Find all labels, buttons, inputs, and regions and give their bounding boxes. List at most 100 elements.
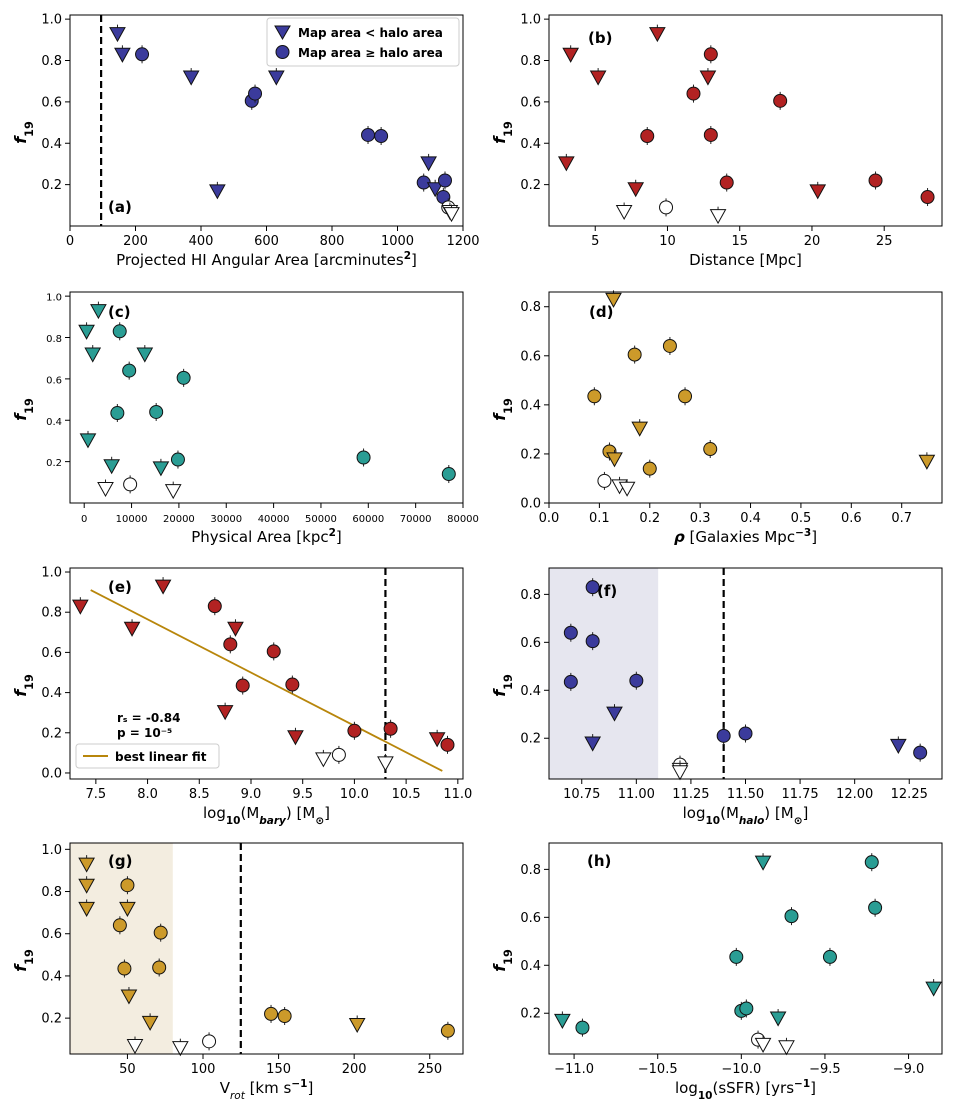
data-point-circle bbox=[235, 678, 250, 693]
x-axis-label: Projected HI Angular Area [arcminutes2] bbox=[116, 250, 417, 269]
stat-annotation: p = 10⁻⁵ bbox=[117, 726, 172, 740]
x-tick-label: 600 bbox=[254, 234, 279, 249]
y-tick-label: 0.4 bbox=[41, 137, 62, 152]
data-point-triangle bbox=[152, 461, 170, 477]
y-axis-label: f19 bbox=[11, 674, 36, 697]
data-point-triangle bbox=[109, 27, 126, 43]
data-point-triangle bbox=[889, 738, 907, 754]
data-point-circle bbox=[659, 200, 674, 215]
plot-frame bbox=[548, 842, 943, 1055]
y-axis-label: f19 bbox=[11, 949, 36, 972]
data-point-circle bbox=[356, 450, 371, 465]
x-axis-label: Vrot [km s−1] bbox=[220, 1078, 314, 1102]
data-point-circle bbox=[112, 324, 127, 339]
data-point-circle bbox=[110, 406, 125, 421]
data-point-triangle bbox=[114, 47, 131, 63]
data-point-triangle bbox=[103, 459, 121, 475]
data-point-triangle bbox=[377, 756, 394, 772]
x-axis-label: ρ [Galaxies Mpc−3] bbox=[674, 527, 817, 546]
y-tick-label: 0.8 bbox=[520, 300, 541, 315]
panel-h: −11.0 −10.5 −10.0 −9.5 −9.0 0.2 0.4 0.6 0.8 (h) lo… bbox=[490, 842, 943, 1102]
panel-f: 10.75 11.00 11.25 11.50 11.75 12.00 12.25 0.2 0.… bbox=[490, 567, 943, 827]
data-point-circle bbox=[627, 347, 642, 362]
panel-a: 0 200 400 600 800 1000 1200 0.2 0.4 0.6 0.8 1.0 (a) P… bbox=[11, 13, 480, 269]
data-point-circle bbox=[347, 723, 362, 738]
data-point-triangle bbox=[78, 878, 95, 894]
data-point-circle bbox=[703, 127, 718, 142]
data-point-triangle bbox=[287, 730, 304, 746]
plot-frame bbox=[69, 14, 464, 227]
data-point-triangle bbox=[562, 47, 580, 63]
data-point-triangle bbox=[649, 27, 666, 43]
data-point-triangle bbox=[136, 347, 154, 363]
data-point-circle bbox=[642, 461, 657, 476]
x-tick-label: −10.0 bbox=[721, 1062, 761, 1077]
y-tick-label: 0.4 bbox=[520, 398, 541, 413]
data-point-circle bbox=[703, 442, 718, 457]
y-axis-label: f19 bbox=[11, 398, 36, 421]
y-tick-label: 0.4 bbox=[520, 684, 541, 699]
data-point-circle bbox=[587, 389, 602, 404]
y-tick-label: 1.0 bbox=[41, 843, 62, 858]
x-tick-label: 8.5 bbox=[189, 787, 210, 802]
data-point-triangle bbox=[671, 765, 689, 781]
x-tick-label: 0 bbox=[66, 234, 74, 249]
data-point-circle bbox=[264, 1006, 279, 1021]
data-point-circle bbox=[202, 1034, 217, 1049]
data-point-triangle bbox=[97, 482, 114, 498]
plot-frame bbox=[69, 291, 464, 504]
x-tick-label: 30000 bbox=[210, 514, 242, 525]
data-point-triangle bbox=[754, 1037, 772, 1053]
plot-frame bbox=[69, 842, 464, 1055]
data-point-circle bbox=[440, 737, 455, 752]
data-point-triangle bbox=[428, 732, 446, 748]
x-tick-label: 11.0 bbox=[443, 787, 472, 802]
shaded-region bbox=[70, 843, 173, 1054]
data-point-circle bbox=[597, 473, 612, 488]
data-point-circle bbox=[122, 363, 137, 378]
data-point-triangle bbox=[123, 621, 141, 637]
data-point-circle bbox=[563, 625, 578, 640]
legend-marker-triangle bbox=[274, 25, 291, 41]
data-point-circle bbox=[170, 452, 185, 467]
data-point-triangle bbox=[90, 304, 107, 320]
x-tick-label: −11.0 bbox=[554, 1062, 594, 1077]
data-point-circle bbox=[223, 637, 238, 652]
x-tick-label: 150 bbox=[266, 1062, 291, 1077]
panel-tag: (b) bbox=[588, 29, 612, 47]
data-point-triangle bbox=[606, 452, 623, 468]
y-tick-label: 0.0 bbox=[41, 766, 62, 781]
data-point-circle bbox=[248, 86, 263, 101]
data-point-triangle bbox=[164, 484, 182, 500]
fit-legend-label: best linear fit bbox=[115, 750, 207, 764]
data-point-triangle bbox=[699, 70, 717, 86]
y-tick-label: 0.2 bbox=[41, 1012, 62, 1027]
data-point-triangle bbox=[769, 1011, 787, 1027]
x-tick-label: 70000 bbox=[400, 514, 432, 525]
x-tick-label: 0.0 bbox=[539, 511, 560, 526]
data-point-circle bbox=[112, 918, 127, 933]
data-point-triangle bbox=[348, 1017, 366, 1033]
data-point-triangle bbox=[631, 421, 649, 437]
x-tick-label: 1200 bbox=[446, 234, 479, 249]
x-tick-label: 12.25 bbox=[891, 787, 928, 802]
data-point-circle bbox=[738, 726, 753, 741]
data-point-triangle bbox=[918, 454, 936, 470]
data-point-circle bbox=[662, 338, 677, 353]
y-tick-label: 0.2 bbox=[520, 1007, 541, 1022]
panel-tag: (f) bbox=[597, 582, 617, 600]
x-axis-label: log10(Mbary) [M⊙] bbox=[203, 804, 330, 827]
y-tick-label: 0.8 bbox=[46, 334, 62, 345]
data-point-triangle bbox=[554, 1013, 571, 1029]
shaded-region bbox=[549, 568, 659, 779]
x-tick-label: 9.0 bbox=[241, 787, 262, 802]
x-tick-label: 15 bbox=[731, 234, 748, 249]
data-point-circle bbox=[719, 175, 734, 190]
y-tick-label: 0.4 bbox=[520, 137, 541, 152]
data-point-circle bbox=[739, 1001, 754, 1016]
legend-label: Map area ≥ halo area bbox=[298, 46, 443, 60]
x-tick-label: 12.00 bbox=[836, 787, 873, 802]
x-tick-label: 10000 bbox=[116, 514, 148, 525]
y-tick-label: 0.4 bbox=[46, 417, 62, 428]
x-tick-label: 11.25 bbox=[672, 787, 709, 802]
